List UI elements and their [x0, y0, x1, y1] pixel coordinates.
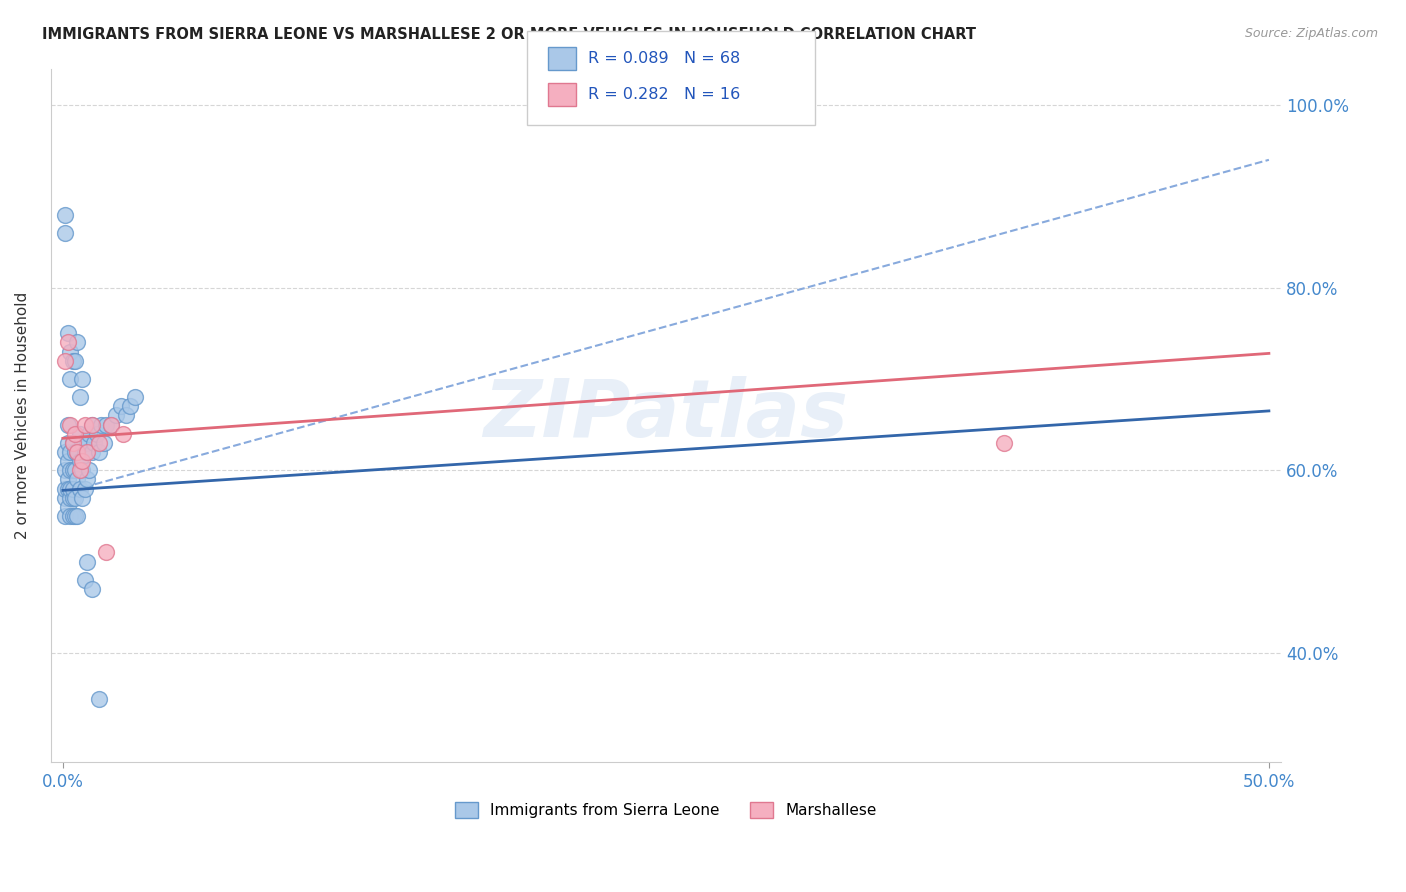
Point: [69, 390, 91, 404]
Point: [66, 445, 89, 459]
Point: [53, 482, 76, 496]
Point: [62, 463, 84, 477]
Point: [79, 426, 101, 441]
Point: [62, 435, 84, 450]
Point: [76, 445, 98, 459]
Point: [53, 208, 76, 222]
Point: [79, 463, 101, 477]
Point: [56, 454, 79, 468]
Point: [66, 508, 89, 523]
Text: ZIPatlas: ZIPatlas: [484, 376, 848, 455]
Point: [59, 417, 82, 432]
Point: [53, 508, 76, 523]
Text: R = 0.089   N = 68: R = 0.089 N = 68: [588, 52, 740, 66]
Point: [993, 435, 1015, 450]
Point: [87, 435, 110, 450]
Point: [53, 445, 76, 459]
Text: Source: ZipAtlas.com: Source: ZipAtlas.com: [1244, 27, 1378, 40]
Point: [80, 417, 103, 432]
Point: [70, 491, 93, 505]
Point: [59, 344, 82, 359]
Point: [66, 472, 89, 486]
Point: [59, 445, 82, 459]
Point: [73, 573, 96, 587]
Point: [53, 226, 76, 240]
Point: [69, 482, 91, 496]
Point: [73, 445, 96, 459]
Point: [104, 409, 127, 423]
Point: [62, 482, 84, 496]
Point: [53, 463, 76, 477]
Point: [56, 326, 79, 341]
Point: [87, 445, 110, 459]
Point: [76, 472, 98, 486]
Point: [63, 353, 86, 368]
Point: [53, 491, 76, 505]
Point: [76, 435, 98, 450]
Point: [56, 435, 79, 450]
Point: [93, 435, 115, 450]
Point: [62, 491, 84, 505]
Point: [56, 335, 79, 350]
Point: [83, 435, 105, 450]
Point: [69, 426, 91, 441]
Point: [87, 691, 110, 706]
Point: [66, 445, 89, 459]
Y-axis label: 2 or more Vehicles in Household: 2 or more Vehicles in Household: [15, 292, 30, 539]
Point: [100, 417, 122, 432]
Point: [110, 400, 132, 414]
Point: [86, 426, 108, 441]
Point: [56, 500, 79, 514]
Point: [100, 417, 122, 432]
Point: [80, 582, 103, 596]
Point: [62, 508, 84, 523]
Point: [59, 482, 82, 496]
Point: [59, 463, 82, 477]
Point: [73, 417, 96, 432]
Point: [59, 491, 82, 505]
Point: [70, 435, 93, 450]
Point: [63, 445, 86, 459]
Point: [69, 454, 91, 468]
Point: [124, 390, 146, 404]
Point: [59, 372, 82, 386]
Point: [70, 454, 93, 468]
Point: [76, 555, 98, 569]
Point: [73, 482, 96, 496]
Point: [96, 417, 118, 432]
Text: IMMIGRANTS FROM SIERRA LEONE VS MARSHALLESE 2 OR MORE VEHICLES IN HOUSEHOLD CORR: IMMIGRANTS FROM SIERRA LEONE VS MARSHALL…: [42, 27, 976, 42]
Point: [114, 409, 136, 423]
Point: [69, 463, 91, 477]
Point: [62, 353, 84, 368]
Point: [63, 508, 86, 523]
Point: [112, 426, 135, 441]
Point: [62, 435, 84, 450]
Point: [63, 426, 86, 441]
Point: [96, 545, 118, 559]
Point: [63, 491, 86, 505]
Point: [70, 463, 93, 477]
Point: [66, 335, 89, 350]
Point: [53, 353, 76, 368]
Point: [63, 463, 86, 477]
Point: [56, 417, 79, 432]
Point: [80, 445, 103, 459]
Point: [56, 472, 79, 486]
Point: [70, 372, 93, 386]
Point: [56, 482, 79, 496]
Point: [90, 417, 112, 432]
Point: [80, 417, 103, 432]
Point: [120, 400, 142, 414]
Text: R = 0.282   N = 16: R = 0.282 N = 16: [588, 87, 740, 102]
Legend: Immigrants from Sierra Leone, Marshallese: Immigrants from Sierra Leone, Marshalles…: [449, 796, 883, 824]
Point: [59, 508, 82, 523]
